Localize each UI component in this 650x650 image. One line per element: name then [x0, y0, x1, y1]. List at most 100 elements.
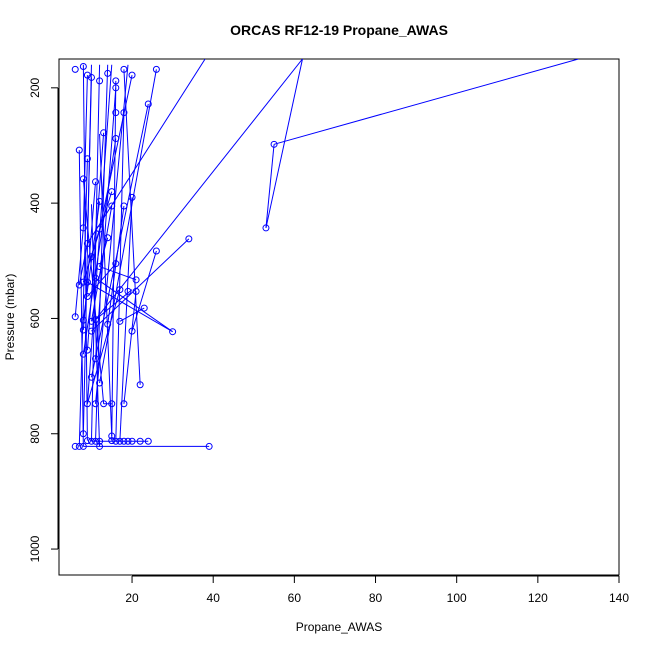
- data-point: [83, 293, 91, 301]
- data-point: [112, 260, 120, 268]
- data-point: [100, 129, 108, 137]
- series-segment: [131, 250, 157, 332]
- data-point: [185, 235, 193, 243]
- data-point: [96, 263, 104, 271]
- data-point: [87, 327, 95, 335]
- data-point: [112, 77, 120, 85]
- x-axis-label: Propane_AWAS: [296, 620, 383, 634]
- series-segment: [78, 150, 84, 447]
- data-point: [92, 316, 100, 324]
- x-tick-label: 60: [288, 591, 302, 605]
- data-point: [92, 437, 100, 445]
- data-point: [108, 432, 116, 440]
- data-point: [128, 193, 136, 201]
- series-segment: [99, 69, 157, 384]
- data-point: [270, 140, 278, 148]
- data-point: [112, 84, 120, 92]
- data-point: [79, 224, 87, 232]
- series-segment: [74, 227, 84, 317]
- data-point: [71, 65, 79, 73]
- data-point: [87, 373, 95, 381]
- series-segment: [90, 64, 101, 442]
- data-point: [128, 327, 136, 335]
- data-point: [262, 224, 270, 232]
- series-segment: [90, 204, 101, 447]
- data-point: [108, 437, 116, 445]
- x-tick-label: 80: [369, 591, 383, 605]
- y-tick-label: 400: [28, 193, 42, 213]
- data-point: [205, 442, 213, 450]
- data-point: [124, 287, 132, 295]
- series-points: [71, 62, 278, 450]
- series-segment: [95, 59, 303, 320]
- data-point: [120, 202, 128, 210]
- series-segment: [87, 281, 173, 333]
- series-lines: [74, 59, 579, 447]
- data-point: [140, 304, 148, 312]
- data-point: [79, 62, 87, 70]
- x-tick-label: 40: [207, 591, 221, 605]
- series-segment: [265, 144, 275, 228]
- series-segment: [95, 289, 133, 320]
- data-point: [83, 437, 91, 445]
- series-segment: [90, 103, 149, 378]
- y-axis: 200 400 600 800 1000: [28, 77, 59, 562]
- data-point: [92, 178, 100, 186]
- series-segment: [91, 238, 190, 332]
- data-point: [71, 442, 79, 450]
- series-segment: [265, 59, 303, 229]
- series-segment: [82, 201, 101, 321]
- data-point: [116, 317, 124, 325]
- data-point: [92, 274, 100, 282]
- data-point: [116, 286, 124, 294]
- data-point: [112, 135, 120, 143]
- series-segment: [99, 75, 133, 230]
- x-tick-label: 140: [609, 591, 629, 605]
- data-point: [79, 278, 87, 286]
- x-tick-label: 100: [447, 591, 467, 605]
- series-segment: [119, 307, 145, 322]
- data-point: [144, 100, 152, 108]
- data-point: [100, 400, 108, 408]
- data-point: [96, 442, 104, 450]
- series-segment: [78, 243, 88, 286]
- series-segment: [123, 69, 141, 385]
- data-point: [120, 65, 128, 73]
- data-point: [104, 69, 112, 77]
- y-tick-label: 200: [28, 77, 42, 97]
- data-point: [136, 437, 144, 445]
- data-point: [104, 320, 112, 328]
- data-point: [92, 355, 100, 363]
- series-segment: [82, 178, 105, 404]
- plot-frame: [58, 58, 620, 576]
- data-point: [87, 253, 95, 261]
- data-point: [128, 437, 136, 445]
- data-point: [79, 442, 87, 450]
- data-point: [132, 276, 140, 284]
- data-point: [120, 437, 128, 445]
- data-point: [87, 73, 95, 81]
- series-segment: [86, 59, 206, 244]
- y-axis-label: Pressure (mbar): [3, 274, 17, 361]
- data-point: [108, 400, 116, 408]
- y-tick-label: 1000: [28, 535, 42, 562]
- data-point: [152, 247, 160, 255]
- data-point: [112, 437, 120, 445]
- data-point: [124, 437, 132, 445]
- data-point: [79, 350, 87, 358]
- data-point: [79, 326, 87, 334]
- data-point: [79, 175, 87, 183]
- data-point: [136, 381, 144, 389]
- data-point: [96, 437, 104, 445]
- data-point: [83, 155, 91, 163]
- data-point: [112, 109, 120, 117]
- data-point: [83, 239, 91, 247]
- series-segment: [90, 191, 113, 257]
- series-segment: [123, 291, 137, 404]
- data-point: [83, 400, 91, 408]
- data-point: [116, 437, 124, 445]
- data-point: [75, 146, 83, 154]
- series-segment: [95, 87, 117, 359]
- series-segment: [273, 59, 579, 145]
- data-point: [108, 188, 116, 196]
